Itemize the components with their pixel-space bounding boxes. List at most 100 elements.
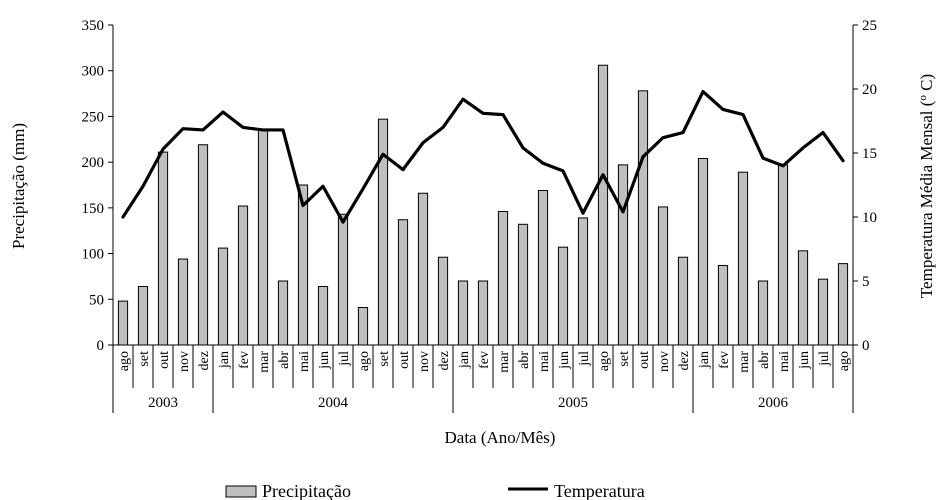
month-label: jun	[797, 351, 812, 370]
month-label: jan	[457, 351, 472, 369]
legend-precipitation-label: Precipitação	[262, 481, 351, 500]
right-y-tick-label: 10	[862, 210, 877, 226]
left-y-axis-title: Precipitação (mm)	[9, 123, 28, 249]
left-y-tick-label: 350	[82, 18, 105, 34]
month-label: ago	[597, 351, 612, 371]
right-y-axis-title-degree: o	[917, 95, 929, 101]
month-label: nov	[417, 351, 432, 372]
month-label: out	[397, 351, 412, 369]
year-label: 2005	[558, 395, 588, 411]
right-y-axis-title-main: Temperatura Média Mensal	[917, 110, 936, 298]
precipitation-bar	[697, 157, 709, 346]
precipitation-bar	[297, 184, 309, 346]
precipitation-bar	[217, 247, 229, 346]
precipitation-bar	[717, 264, 729, 346]
precipitation-bar	[537, 189, 549, 346]
month-label: fev	[477, 351, 492, 369]
right-y-tick-label: 25	[862, 18, 877, 34]
precipitation-bar	[477, 280, 489, 346]
right-y-axis-title-unit-close: C)	[917, 74, 936, 95]
month-label: jun	[317, 351, 332, 370]
precipitation-bar	[757, 280, 769, 346]
month-label: out	[637, 351, 652, 369]
precipitation-bar	[397, 219, 409, 346]
month-label: mai	[537, 351, 552, 372]
month-label: abr	[277, 351, 292, 369]
month-label: dez	[437, 351, 452, 370]
month-label: abr	[517, 351, 532, 369]
month-label: nov	[657, 351, 672, 372]
legend: Precipitação Temperatura	[225, 481, 645, 500]
right-y-tick-label: 0	[862, 338, 870, 354]
month-label: out	[157, 351, 172, 369]
precipitation-bar	[677, 256, 689, 346]
left-y-axis-labels: 0 50 100 150 200 250 300 350	[82, 18, 105, 354]
precipitation-bar	[637, 90, 649, 346]
precipitation-bar	[457, 280, 469, 346]
precipitation-bar	[597, 64, 609, 346]
precipitation-bar	[557, 246, 569, 346]
month-label: dez	[677, 351, 692, 370]
left-y-tick-label: 50	[89, 292, 104, 308]
precipitation-bar	[577, 217, 589, 346]
precipitation-bars	[117, 64, 849, 346]
year-label: 2004	[318, 395, 349, 411]
month-label: nov	[177, 351, 192, 372]
precipitation-bar	[157, 151, 169, 346]
precipitation-bar	[497, 211, 509, 346]
precipitation-bar	[797, 250, 809, 346]
precipitation-bar	[357, 307, 369, 346]
precipitation-bar	[277, 280, 289, 346]
precipitation-bar	[617, 164, 629, 346]
precipitation-bar	[177, 258, 189, 346]
month-label: dez	[197, 351, 212, 370]
right-y-tick-label: 20	[862, 82, 877, 98]
precipitation-bar	[337, 213, 349, 346]
month-label: set	[377, 351, 392, 367]
left-y-tick-label: 0	[97, 338, 105, 354]
left-y-tick-label: 300	[82, 64, 105, 80]
month-label: set	[617, 351, 632, 367]
precipitation-bar	[777, 164, 789, 346]
x-axis-title: Data (Ano/Mês)	[445, 428, 556, 447]
month-label: mar	[497, 351, 512, 373]
month-label: jul	[577, 351, 592, 367]
year-label: 2006	[758, 395, 789, 411]
axes	[108, 24, 858, 413]
left-y-tick-label: 100	[82, 247, 105, 263]
month-label: jan	[697, 351, 712, 369]
right-y-axis-title: Temperatura Média Mensal (o C)	[917, 74, 936, 298]
right-y-tick-label: 15	[862, 146, 877, 162]
precipitation-bar	[517, 223, 529, 346]
month-label: fev	[237, 351, 252, 369]
month-label: jun	[557, 351, 572, 370]
month-label: mai	[297, 351, 312, 372]
month-label: mar	[737, 351, 752, 373]
right-y-tick-label: 5	[862, 274, 870, 290]
temperature-line-layer	[121, 89, 845, 224]
precipitation-bar	[257, 128, 269, 346]
precipitation-bar	[137, 285, 149, 346]
month-label: ago	[837, 351, 852, 371]
precipitation-bar	[317, 285, 329, 346]
right-y-axis-title-unit-open: (	[917, 100, 936, 106]
precipitation-bar	[417, 192, 429, 346]
left-y-tick-label: 200	[82, 155, 105, 171]
precipitation-bar	[657, 206, 669, 346]
month-label: fev	[717, 351, 732, 369]
precipitation-bar	[237, 205, 249, 346]
legend-precipitation-swatch	[225, 485, 257, 498]
precipitation-bar	[197, 144, 209, 346]
month-label: jul	[817, 351, 832, 367]
right-y-axis-labels: 0 5 10 15 20 25	[862, 18, 877, 354]
month-label: set	[137, 351, 152, 367]
month-label: jan	[217, 351, 232, 369]
month-label: mar	[257, 351, 272, 373]
year-label: 2003	[148, 395, 178, 411]
precipitation-bar	[837, 263, 849, 346]
x-axis-labels: ago set out nov dez jan fev mar abr mai jun jul ago s…	[117, 351, 852, 411]
month-label: ago	[117, 351, 132, 371]
left-y-tick-label: 150	[82, 201, 105, 217]
month-label: mai	[777, 351, 792, 372]
